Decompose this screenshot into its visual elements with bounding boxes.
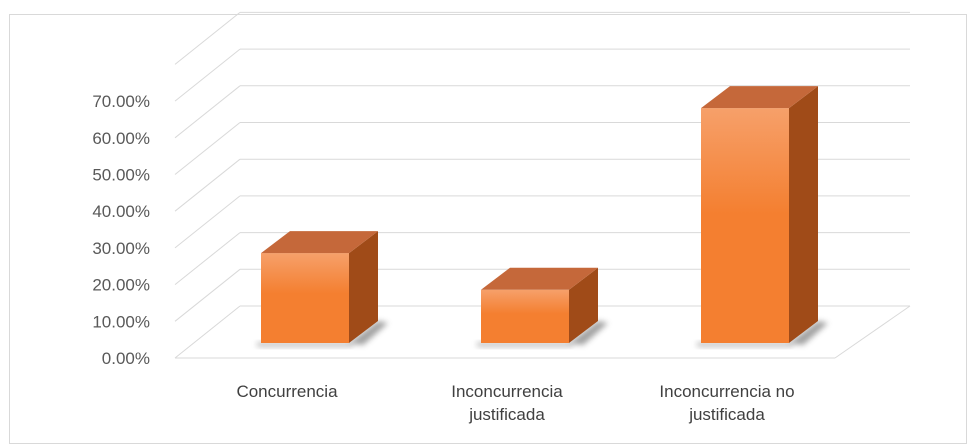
bar-shadow-base — [257, 342, 353, 347]
bar-side — [349, 231, 378, 343]
y-axis-ticks: 0.00% 10.00% 20.00% 30.00% 40.00% 50.00% 60.00… — [92, 92, 150, 368]
gridline-diagonal — [174, 232, 241, 285]
x-category-label: justificada — [468, 405, 545, 424]
gridline-diagonal — [174, 122, 241, 175]
bar-side — [569, 267, 598, 343]
bar-shadow — [569, 321, 608, 345]
bar-shadow — [349, 321, 388, 345]
y-tick-label: 60.00% — [92, 129, 150, 148]
bar — [697, 86, 828, 347]
bars — [257, 86, 828, 347]
bar — [257, 231, 388, 347]
y-tick-label: 70.00% — [92, 92, 150, 111]
bar — [477, 267, 608, 347]
y-tick-label: 30.00% — [92, 239, 150, 258]
gridline-diagonal — [174, 305, 241, 359]
bar-front — [481, 289, 569, 343]
y-tick-label: 0.00% — [102, 349, 150, 368]
x-axis-labels: Concurrencia Inconcurrencia justificada Inc… — [236, 382, 794, 424]
y-tick-label: 50.00% — [92, 166, 150, 185]
gridline-diagonal — [174, 195, 241, 249]
x-category-label: Inconcurrencia no — [659, 382, 794, 401]
x-category-label: Inconcurrencia — [451, 382, 563, 401]
x-category-label: Concurrencia — [236, 382, 338, 401]
bar-shadow-base — [697, 342, 793, 347]
gridline-diagonal — [174, 158, 241, 212]
bar-shadow — [789, 321, 828, 345]
bar-side — [789, 86, 818, 344]
bar-front — [261, 253, 349, 343]
bar-top — [481, 267, 598, 290]
gridline-diagonal — [174, 12, 241, 65]
gridline-diagonal — [174, 48, 241, 102]
bar-front — [701, 108, 789, 344]
bar-top — [701, 86, 818, 109]
y-tick-label: 10.00% — [92, 312, 150, 331]
y-tick-label: 20.00% — [92, 276, 150, 295]
floor-right-edge — [834, 305, 911, 359]
x-category-label: justificada — [688, 405, 765, 424]
y-tick-label: 40.00% — [92, 202, 150, 221]
gridline-diagonal — [174, 85, 241, 139]
bar-top — [261, 231, 378, 254]
gridline-diagonal — [174, 268, 241, 322]
bar-shadow-base — [477, 342, 573, 347]
